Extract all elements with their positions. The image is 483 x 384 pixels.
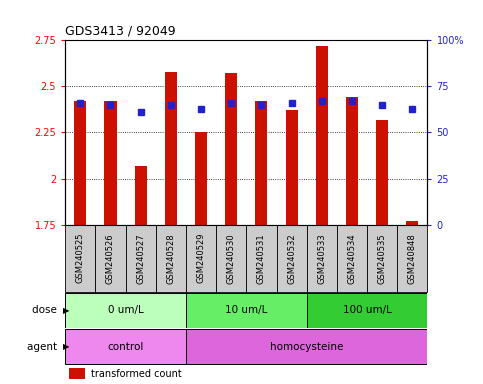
Bar xyxy=(276,225,307,292)
Text: GSM240525: GSM240525 xyxy=(76,233,85,283)
Text: GSM240529: GSM240529 xyxy=(197,233,206,283)
Bar xyxy=(216,225,246,292)
Text: GSM240528: GSM240528 xyxy=(166,233,175,283)
Bar xyxy=(74,101,86,225)
Bar xyxy=(186,225,216,292)
Text: homocysteine: homocysteine xyxy=(270,341,343,352)
Bar xyxy=(65,225,96,292)
Text: agent: agent xyxy=(27,341,60,352)
Bar xyxy=(65,293,186,328)
Text: GSM240531: GSM240531 xyxy=(257,233,266,283)
Text: GSM240535: GSM240535 xyxy=(378,233,387,283)
Bar xyxy=(367,225,397,292)
Text: GSM240526: GSM240526 xyxy=(106,233,115,283)
Text: ▶: ▶ xyxy=(63,306,69,314)
Text: transformed count: transformed count xyxy=(91,369,181,379)
Bar xyxy=(126,225,156,292)
Bar xyxy=(96,225,126,292)
Bar xyxy=(225,73,237,225)
Text: 0 um/L: 0 um/L xyxy=(108,305,143,315)
Text: GSM240527: GSM240527 xyxy=(136,233,145,283)
Bar xyxy=(104,101,116,225)
Bar xyxy=(186,329,427,364)
Text: ▶: ▶ xyxy=(63,342,69,351)
Bar xyxy=(337,225,367,292)
Bar xyxy=(195,132,207,225)
Bar xyxy=(246,225,276,292)
Bar xyxy=(186,293,307,328)
Bar xyxy=(65,329,186,364)
Bar xyxy=(165,72,177,225)
Bar xyxy=(156,225,186,292)
Bar xyxy=(69,368,85,379)
Text: GSM240534: GSM240534 xyxy=(347,233,356,283)
Bar xyxy=(256,101,268,225)
Text: GSM240848: GSM240848 xyxy=(408,233,417,284)
Bar xyxy=(285,110,298,225)
Text: GSM240533: GSM240533 xyxy=(317,233,327,284)
Bar xyxy=(406,221,418,225)
Text: control: control xyxy=(107,341,144,352)
Bar xyxy=(135,166,147,225)
Bar xyxy=(316,46,328,225)
Text: 10 um/L: 10 um/L xyxy=(225,305,268,315)
Text: GSM240532: GSM240532 xyxy=(287,233,296,283)
Text: dose: dose xyxy=(32,305,60,315)
Text: 100 um/L: 100 um/L xyxy=(342,305,392,315)
Bar xyxy=(307,225,337,292)
Bar xyxy=(397,225,427,292)
Bar xyxy=(307,293,427,328)
Text: GSM240530: GSM240530 xyxy=(227,233,236,283)
Bar xyxy=(346,98,358,225)
Bar xyxy=(376,119,388,225)
Text: GDS3413 / 92049: GDS3413 / 92049 xyxy=(65,25,176,38)
